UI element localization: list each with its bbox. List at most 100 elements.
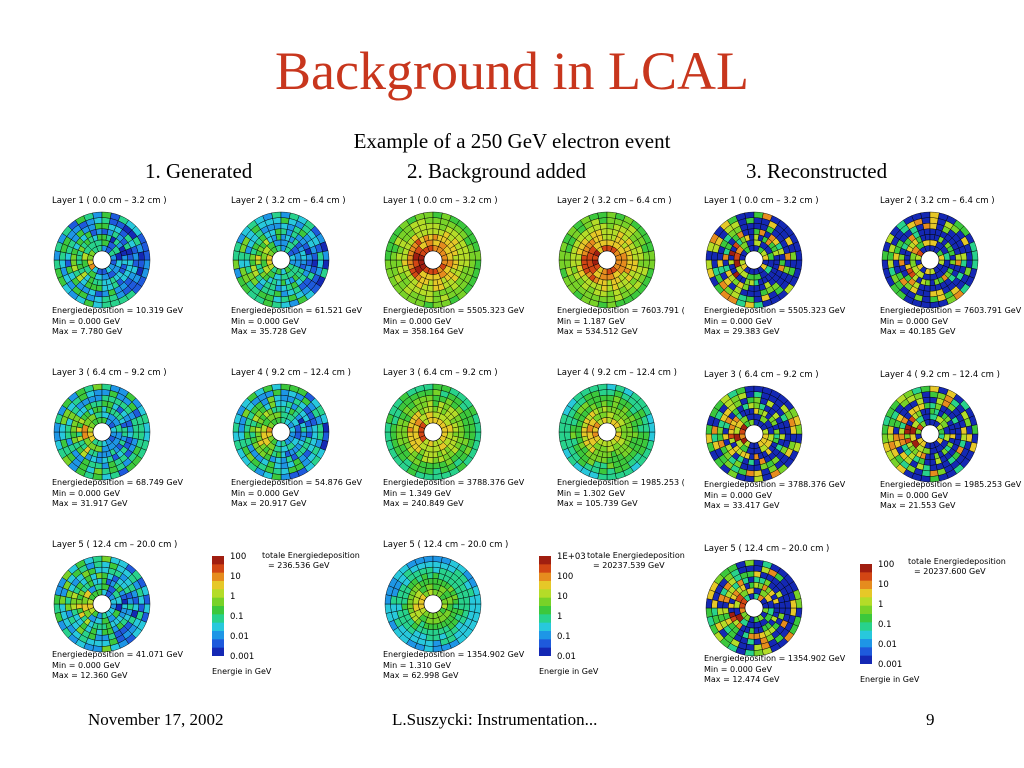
heatmap-cell <box>384 250 392 261</box>
heatmap-cell <box>705 424 713 435</box>
heatmap-cell <box>59 259 67 269</box>
heatmap-cell <box>137 259 145 269</box>
heatmap-cell <box>949 428 956 435</box>
heatmap-cell <box>924 234 931 241</box>
layer-stats: Energiedeposition = 3788.376 GeV Min = 0.… <box>704 480 845 512</box>
heatmap-cell <box>716 259 724 268</box>
heatmap-cell <box>744 211 755 219</box>
scale-swatch <box>860 605 872 615</box>
heatmap-cell <box>432 623 439 630</box>
heatmap-cell <box>238 259 246 269</box>
energy-deposition: Energiedeposition = 3788.376 GeV <box>383 478 525 487</box>
heatmap-cell <box>887 425 895 435</box>
heatmap-cell <box>745 469 755 477</box>
heatmap-cell <box>59 251 67 261</box>
layer-label: Layer 1 ( 0.0 cm – 3.2 cm ) <box>52 196 167 206</box>
heatmap-cell <box>132 424 140 433</box>
layer-panel: Layer 1 ( 0.0 cm – 3.2 cm ) Energiedepos… <box>704 196 874 364</box>
heatmap-cell <box>558 250 566 261</box>
heatmap-cell <box>745 565 755 573</box>
heatmap-cell <box>249 431 257 439</box>
heatmap-cell <box>272 467 282 475</box>
heatmap-cell <box>249 259 257 267</box>
heatmap-cell <box>143 259 151 270</box>
heatmap-cell <box>648 250 656 261</box>
heatmap-cell <box>271 211 282 219</box>
scale-swatch <box>212 614 224 624</box>
heatmap-cell <box>121 598 128 605</box>
layer-label: Layer 4 ( 9.2 cm – 12.4 cm ) <box>880 370 1000 380</box>
heatmap-cell <box>778 253 786 261</box>
scale-swatch <box>860 589 872 598</box>
layer-label: Layer 1 ( 0.0 cm – 3.2 cm ) <box>704 196 819 206</box>
heatmap-cell <box>965 251 973 261</box>
min-value: Min = 0.000 GeV <box>231 316 300 326</box>
footer-date: November 17, 2002 <box>88 710 224 729</box>
heatmap-cell <box>101 284 109 292</box>
scale-tick: 10 <box>557 592 568 602</box>
heatmap-cell <box>474 250 482 261</box>
heatmap-cell <box>137 603 145 613</box>
layer-heatmap <box>558 383 656 481</box>
min-value: Min = 0.000 GeV <box>52 316 121 326</box>
heatmap-cell <box>745 391 755 399</box>
heatmap-cell <box>93 217 103 225</box>
heatmap-cell <box>929 284 937 292</box>
heatmap-cell <box>954 253 962 261</box>
heatmap-cell <box>238 251 246 261</box>
color-scale-bar <box>539 556 551 656</box>
layer-label: Layer 3 ( 6.4 cm – 9.2 cm ) <box>52 368 167 378</box>
energy-deposition: Energiedeposition = 1354.902 GeV <box>383 650 525 659</box>
heatmap-cell <box>965 259 973 269</box>
heatmap-cell <box>390 259 398 269</box>
min-value: Min = 0.000 GeV <box>880 490 949 500</box>
heatmap-cell <box>922 396 931 404</box>
heatmap-cell <box>753 295 763 303</box>
scale-tick: 0.1 <box>230 612 244 622</box>
scale-swatch <box>860 630 872 640</box>
heatmap-cell <box>601 406 608 413</box>
heatmap-cell <box>426 228 434 236</box>
beam-hole <box>597 422 617 442</box>
heatmap-cell <box>316 259 324 269</box>
heatmap-cell <box>424 389 434 397</box>
layer-heatmap <box>53 383 151 481</box>
heatmap-cell <box>474 422 482 433</box>
heatmap-cell <box>795 259 803 270</box>
layer-label: Layer 3 ( 6.4 cm – 9.2 cm ) <box>383 368 498 378</box>
heatmap-cell <box>390 251 398 261</box>
heatmap-cell <box>753 643 763 651</box>
heatmap-cell <box>960 252 968 261</box>
heatmap-cell <box>920 385 931 393</box>
layer-panel: Layer 4 ( 9.2 cm – 12.4 cm ) Energiedepo… <box>231 368 401 536</box>
total-label: totale Energiedeposition <box>262 551 360 560</box>
layer-label: Layer 5 ( 12.4 cm – 20.0 cm ) <box>52 540 178 550</box>
heatmap-cell <box>94 222 103 230</box>
heatmap-cell <box>601 234 608 241</box>
heatmap-cell <box>626 254 633 261</box>
scale-tick: 10 <box>878 580 889 590</box>
layer-heatmap <box>558 211 656 309</box>
heatmap-cell <box>390 431 398 441</box>
heatmap-cell <box>564 251 572 261</box>
heatmap-cell <box>59 431 67 441</box>
total-deposition: totale Energiedeposition = 20237.600 GeV <box>908 557 1006 577</box>
heatmap-cell <box>920 211 931 219</box>
heatmap-cell <box>795 607 803 618</box>
heatmap-cell <box>280 467 290 475</box>
heatmap-cell <box>468 431 476 441</box>
heatmap-cell <box>423 383 434 391</box>
heatmap-cell <box>747 228 755 236</box>
total-value: = 20237.539 GeV <box>593 561 665 570</box>
max-value: Max = 240.849 GeV <box>383 499 464 508</box>
heatmap-cell <box>64 259 72 268</box>
heatmap-cell <box>971 433 979 444</box>
heatmap-cell <box>280 217 290 225</box>
layer-panel: Layer 5 ( 12.4 cm – 20.0 cm ) Energiedep… <box>704 544 874 712</box>
heatmap-cell <box>93 639 103 647</box>
scale-swatch <box>860 564 872 573</box>
heatmap-cell <box>424 217 434 225</box>
heatmap-cell <box>432 295 442 303</box>
scale-tick: 0.01 <box>557 652 576 662</box>
beam-hole <box>920 250 940 270</box>
